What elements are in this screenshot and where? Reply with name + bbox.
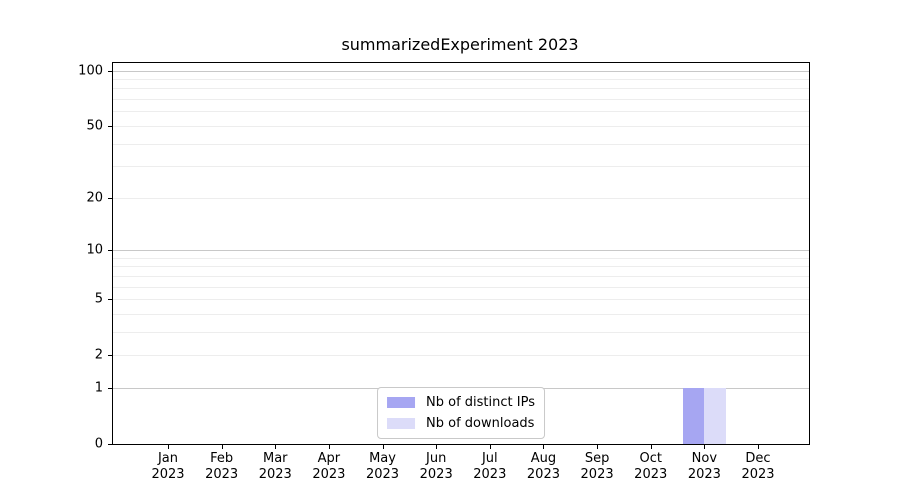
y-tick: [108, 355, 112, 357]
y-tick-label: 2: [94, 347, 103, 363]
y-gridline-minor: [113, 197, 809, 199]
y-gridline-minor: [113, 331, 809, 333]
x-tick: [758, 445, 759, 449]
y-tick-label: 50: [86, 118, 103, 134]
x-tick: [221, 445, 223, 449]
y-gridline-minor: [113, 88, 809, 90]
y-tick-label: 1: [94, 380, 103, 396]
y-gridline-minor: [113, 299, 809, 301]
legend-label-distinct-ips: Nb of distinct IPs: [426, 395, 535, 410]
y-tick: [108, 299, 112, 301]
x-tick: [543, 445, 545, 449]
y-tick-label: 5: [94, 291, 103, 307]
y-gridline-minor: [113, 355, 809, 357]
y-gridline-minor: [113, 166, 809, 168]
y-gridline-minor: [113, 313, 809, 315]
y-gridline-minor: [113, 79, 809, 81]
x-tick: [597, 445, 599, 449]
y-tick: [108, 250, 112, 251]
y-gridline-major: [113, 250, 809, 251]
y-gridline-minor: [113, 286, 809, 288]
x-tick-label: Mar 2023: [258, 451, 292, 482]
x-tick: [650, 445, 652, 449]
x-tick-label: Oct 2023: [634, 451, 668, 482]
legend-swatch-downloads: [387, 418, 416, 429]
x-tick: [168, 445, 169, 449]
x-tick-label: Apr 2023: [312, 451, 346, 482]
x-tick-label: Dec 2023: [741, 451, 775, 482]
legend-item-downloads: Nb of downloads: [387, 416, 535, 431]
y-gridline-minor: [113, 143, 809, 145]
x-tick: [382, 445, 384, 449]
y-gridline-major: [113, 70, 809, 72]
x-tick-label: Aug 2023: [526, 451, 560, 482]
x-tick: [489, 445, 491, 449]
y-gridline-minor: [113, 257, 809, 259]
y-tick-label: 20: [86, 190, 103, 206]
y-gridline-minor: [113, 111, 809, 113]
y-tick: [108, 444, 112, 445]
x-tick-label: May 2023: [365, 451, 400, 482]
chart-title: summarizedExperiment 2023: [341, 35, 579, 54]
bar-nb-of-downloads: [704, 387, 726, 444]
x-tick: [328, 445, 330, 449]
y-gridline-minor: [113, 99, 809, 101]
y-tick-label: 100: [78, 63, 103, 79]
y-tick-label: 0: [94, 436, 103, 452]
legend-item-distinct-ips: Nb of distinct IPs: [387, 395, 535, 410]
y-tick: [108, 125, 112, 127]
y-gridline-minor: [113, 266, 809, 268]
y-tick: [108, 70, 112, 72]
x-tick-label: Sep 2023: [580, 451, 614, 482]
x-tick-label: Jan 2023: [151, 451, 185, 482]
legend: Nb of distinct IPs Nb of downloads: [377, 387, 545, 439]
y-tick-label: 10: [86, 242, 103, 258]
y-tick: [108, 387, 112, 389]
x-tick-label: Jun 2023: [419, 451, 453, 482]
y-gridline-minor: [113, 125, 809, 127]
x-tick-label: Jul 2023: [473, 451, 507, 482]
plot-area: Nb of distinct IPs Nb of downloads 0 1 2 5 1…: [78, 62, 810, 482]
legend-label-downloads: Nb of downloads: [426, 416, 535, 431]
legend-swatch-distinct-ips: [387, 397, 416, 408]
x-tick-label: Feb 2023: [205, 451, 239, 482]
y-gridline-minor: [113, 275, 809, 277]
x-tick: [436, 445, 438, 449]
x-tick-label: Nov 2023: [687, 451, 721, 482]
x-tick: [704, 445, 706, 449]
bar-nb-of-distinct-ips: [682, 387, 705, 444]
x-tick: [275, 445, 277, 449]
y-tick: [108, 197, 112, 199]
